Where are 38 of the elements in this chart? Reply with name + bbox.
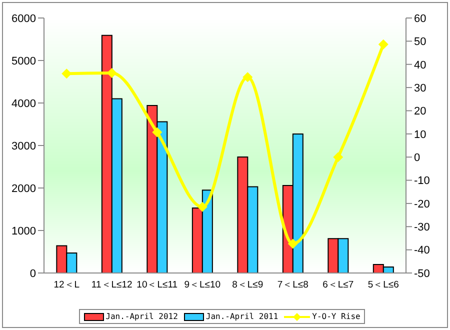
point bbox=[242, 72, 253, 82]
y2-tick-label: -10 bbox=[414, 175, 430, 188]
legend-label: Y-O-Y Rise bbox=[312, 312, 360, 321]
x-tick-label: 7＜L≤8 bbox=[277, 280, 308, 291]
point bbox=[378, 39, 388, 50]
y2-tick-label: -30 bbox=[414, 222, 430, 234]
point bbox=[106, 68, 117, 78]
point bbox=[197, 202, 208, 212]
y-tick-label: 1000 bbox=[12, 225, 36, 238]
legend-label: Jan.-April 2011 bbox=[206, 312, 278, 321]
y-tick-label: 5000 bbox=[12, 55, 36, 68]
x-tick-label: 11＜L≤12 bbox=[91, 280, 132, 291]
x-tick-label: 12＜L bbox=[54, 280, 80, 291]
legend-label: Jan.-April 2012 bbox=[106, 312, 178, 321]
x-tick-label: 9＜L≤10 bbox=[184, 280, 221, 291]
y-tick-label: 3000 bbox=[12, 140, 36, 152]
y2-tick-label: 50 bbox=[414, 36, 426, 48]
x-tick-label: 6＜L≤7 bbox=[322, 280, 354, 291]
y-tick-label: 6000 bbox=[12, 12, 36, 25]
y2-tick-label: -20 bbox=[414, 198, 430, 210]
x-tick-label: 5＜L≤6 bbox=[368, 280, 399, 291]
x-tick-label: 8＜L≤9 bbox=[232, 280, 264, 291]
y2-tick-label: 10 bbox=[414, 128, 426, 141]
y2-tick-label: 40 bbox=[414, 59, 426, 72]
y2-tick-label: 30 bbox=[414, 82, 426, 94]
y-tick-label: 0 bbox=[30, 268, 36, 280]
point bbox=[288, 238, 298, 249]
point bbox=[152, 127, 162, 138]
y2-tick-label: -50 bbox=[414, 268, 430, 280]
y2-tick-label: 60 bbox=[414, 12, 426, 25]
point bbox=[62, 68, 72, 79]
x-tick-label: 10＜L≤11 bbox=[136, 280, 178, 291]
y2-tick-label: 20 bbox=[414, 106, 426, 118]
y2-tick-label: -40 bbox=[414, 244, 430, 257]
y-tick-label: 4000 bbox=[12, 98, 36, 110]
y-tick-label: 2000 bbox=[12, 182, 36, 195]
point bbox=[333, 152, 344, 162]
y2-tick-label: 0 bbox=[414, 152, 420, 164]
